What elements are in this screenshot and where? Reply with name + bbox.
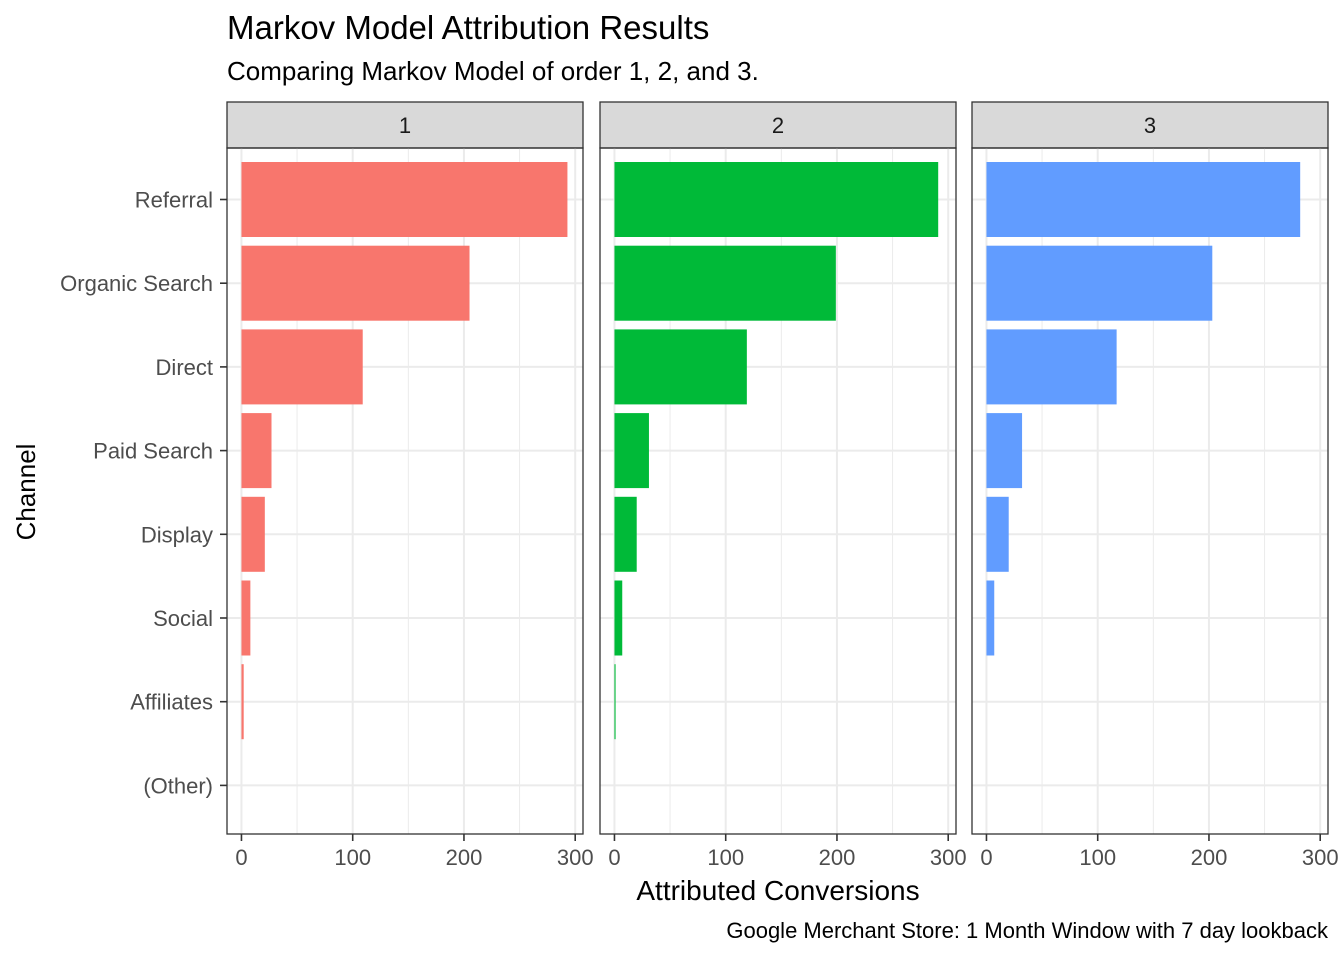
y-tick-label: Paid Search xyxy=(93,439,213,464)
bar xyxy=(614,496,637,572)
x-tick-label: 300 xyxy=(557,845,594,870)
facet-panels: 1 0 100 200 300 2 0 100 200 300 3 0 100 200 300 xyxy=(226,101,1339,870)
bar xyxy=(241,580,251,656)
bar xyxy=(986,329,1117,405)
bar xyxy=(614,664,616,740)
bar xyxy=(241,329,363,405)
bar xyxy=(614,580,623,656)
x-axis-title: Attributed Conversions xyxy=(636,875,919,906)
x-tick-label: 300 xyxy=(1302,845,1339,870)
y-tick-label: Affiliates xyxy=(130,690,213,715)
bar xyxy=(986,496,1009,572)
y-axis: Referral Organic Search Direct Paid Search D… xyxy=(60,188,227,798)
y-tick-label: Direct xyxy=(156,355,213,380)
facet-strip xyxy=(226,101,584,149)
facet-panel: 1 0 100 200 300 xyxy=(226,101,594,870)
bar xyxy=(614,329,747,405)
x-tick-label: 0 xyxy=(608,845,620,870)
chart-title: Markov Model Attribution Results xyxy=(227,9,709,46)
y-tick-label: Social xyxy=(153,606,213,631)
y-axis-title: Channel xyxy=(11,444,41,541)
facet-panel: 3 0 100 200 300 xyxy=(971,101,1339,870)
panel-border xyxy=(971,147,1329,835)
panel-border xyxy=(599,147,957,835)
y-tick-label: Display xyxy=(141,522,213,547)
facet-label: 3 xyxy=(1144,113,1156,138)
bar xyxy=(614,245,836,321)
x-tick-label: 100 xyxy=(1079,845,1116,870)
bar xyxy=(986,580,995,656)
bar xyxy=(986,413,1023,489)
x-tick-label: 200 xyxy=(446,845,483,870)
y-tick-label: (Other) xyxy=(143,773,213,798)
x-tick-label: 100 xyxy=(707,845,744,870)
bar xyxy=(241,245,470,321)
bar xyxy=(241,413,272,489)
bar xyxy=(986,162,1301,237)
chart-subtitle: Comparing Markov Model of order 1, 2, an… xyxy=(227,56,759,86)
x-tick-label: 300 xyxy=(930,845,967,870)
x-tick-label: 200 xyxy=(1191,845,1228,870)
facet-panel: 2 0 100 200 300 xyxy=(599,101,967,870)
bar xyxy=(241,162,568,237)
x-tick-label: 200 xyxy=(819,845,856,870)
bar xyxy=(241,496,265,572)
y-tick-label: Organic Search xyxy=(60,271,213,296)
x-tick-label: 0 xyxy=(980,845,992,870)
facet-label: 1 xyxy=(399,113,411,138)
bar xyxy=(614,162,939,237)
facet-label: 2 xyxy=(772,113,784,138)
bar xyxy=(986,245,1213,321)
x-tick-label: 0 xyxy=(235,845,247,870)
facet-strip xyxy=(599,101,957,149)
panel-border xyxy=(226,147,584,835)
bar xyxy=(614,413,649,489)
x-tick-label: 100 xyxy=(334,845,371,870)
y-tick-label: Referral xyxy=(135,188,213,213)
bar xyxy=(241,664,244,740)
chart-caption: Google Merchant Store: 1 Month Window wi… xyxy=(726,918,1329,943)
facet-strip xyxy=(971,101,1329,149)
